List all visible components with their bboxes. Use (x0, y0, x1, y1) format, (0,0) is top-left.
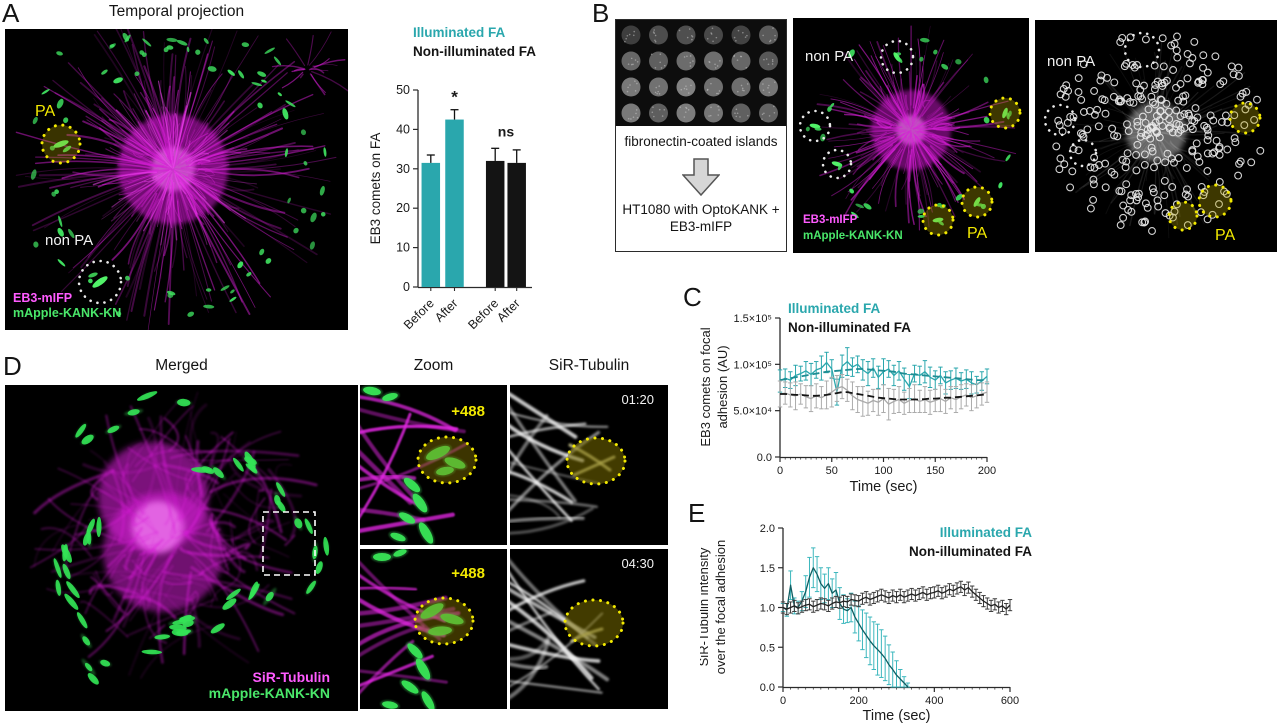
panel-d-sir-tubulin-image-top: 01:20 (510, 385, 668, 545)
legend-illuminated: Illuminated FA (788, 301, 881, 316)
channel-green-label: mApple-KANK-KN (208, 684, 330, 701)
channel-magenta-label: EB3-mIFP (803, 214, 858, 226)
panel-b-detection-art (1043, 31, 1265, 239)
panel-d-merged-art (29, 391, 330, 685)
timestamp-label: 04:30 (621, 556, 654, 571)
panel-e-chart-legend: Illuminated FA Non-illuminated FA (820, 523, 1032, 561)
svg-text:600: 600 (1001, 695, 1019, 707)
svg-text:100: 100 (874, 465, 892, 477)
non-pa-label: non PA (805, 48, 854, 65)
channel-green-label: mApple-KANK-KN (13, 305, 122, 320)
svg-text:EB3 comets on focal: EB3 comets on focal (698, 327, 713, 446)
stimulation-488-label: +488 (451, 403, 485, 420)
svg-text:0: 0 (780, 695, 786, 707)
svg-text:30: 30 (396, 162, 410, 176)
panel-a-bar-chart: 0 10 20 30 40 50 EB3 comets on FA Before After Be… (368, 52, 578, 357)
svg-text:Time (sec): Time (sec) (863, 708, 931, 724)
svg-text:40: 40 (396, 122, 410, 136)
svg-text:0: 0 (403, 280, 410, 294)
panel-a-title: Temporal projection (108, 3, 245, 20)
panel-a-cell-art (15, 29, 348, 330)
panel-d-merged-image: SiR-Tubulin mApple-KANK-KN (5, 385, 358, 711)
svg-text:0.0: 0.0 (757, 452, 772, 464)
svg-text:SiR-Tubulin intensity: SiR-Tubulin intensity (700, 547, 711, 666)
legend-non-illuminated: Non-illuminated FA (788, 320, 911, 335)
sir-bottom-art (510, 558, 625, 700)
non-pa-label: non PA (45, 232, 94, 249)
timestamp-label: 01:20 (621, 392, 654, 407)
svg-text:400: 400 (925, 695, 943, 707)
svg-text:20: 20 (396, 201, 410, 215)
svg-text:over the focal adhesion: over the focal adhesion (713, 540, 728, 674)
svg-text:adhesion (AU): adhesion (AU) (715, 345, 730, 428)
svg-text:200: 200 (849, 695, 867, 707)
svg-text:200: 200 (978, 465, 996, 477)
svg-text:0: 0 (777, 465, 783, 477)
svg-text:1.5×10⁵: 1.5×10⁵ (733, 313, 772, 325)
svg-text:After: After (432, 296, 461, 325)
svg-text:0.5: 0.5 (760, 642, 775, 654)
channel-labels: SiR-Tubulin mApple-KANK-KN (209, 669, 330, 701)
panel-b-cell-image: non PA EB3-mIFP mApple-KANK-KN PA (793, 18, 1029, 253)
channel-labels: EB3-mIFP mApple-KANK-KN (13, 291, 121, 320)
svg-text:50: 50 (396, 83, 410, 97)
down-arrow-icon (682, 158, 720, 196)
panel-d-zoom-image-bottom: +488 (360, 549, 507, 709)
panel-a-microscopy-image: PA non PA EB3-mIFP mApple-KANK-KN (5, 29, 348, 330)
panel-c-chart-legend: Illuminated FA Non-illuminated FA (788, 299, 911, 337)
panel-c-line-chart: 0.0 5.0×10⁴ 1.0×10⁵ 1.5×10⁵ 0 50 100 150 200 EB3 … (690, 295, 1025, 505)
panel-b-flow-diagram: fibronectin-coated islands HT1080 with O… (615, 19, 787, 252)
channel-green-label: mApple-KANK-KN (803, 230, 903, 242)
zoom-bottom-art (360, 549, 475, 709)
svg-text:Time (sec): Time (sec) (850, 479, 918, 495)
svg-text:EB3 comets on FA: EB3 comets on FA (368, 133, 383, 245)
svg-text:0.0: 0.0 (760, 682, 775, 694)
merged-column-title: Merged (155, 357, 208, 374)
flow-arrow (616, 158, 786, 196)
panel-d-letter: D (3, 351, 22, 381)
svg-text:2.0: 2.0 (760, 523, 775, 535)
sir-top-art (510, 392, 627, 535)
channel-magenta-label: EB3-mIFP (13, 291, 73, 306)
legend-non-illuminated: Non-illuminated FA (909, 544, 1032, 559)
panel-e-line-chart: 0.0 0.5 1.0 1.5 2.0 0 200 400 600 SiR-Tubulin int… (696, 505, 1030, 728)
svg-text:1.0: 1.0 (760, 603, 775, 615)
flow-caption-bottom: HT1080 with OptoKANK + EB3-mIFP (622, 201, 780, 234)
pa-label: PA (1215, 227, 1236, 244)
svg-text:5.0×10⁴: 5.0×10⁴ (733, 406, 772, 418)
svg-text:10: 10 (396, 241, 410, 255)
channel-magenta-label: SiR-Tubulin (252, 668, 331, 685)
panel-b-letter: B (592, 0, 610, 28)
svg-text:After: After (494, 296, 523, 325)
svg-text:1.0×10⁵: 1.0×10⁵ (733, 359, 772, 371)
panel-b-cell-art (798, 25, 1022, 237)
svg-text:50: 50 (826, 465, 838, 477)
svg-text:1.5: 1.5 (760, 563, 775, 575)
svg-text:150: 150 (926, 465, 944, 477)
svg-text:ns: ns (498, 123, 515, 139)
pa-label: PA (35, 103, 56, 120)
legend-illuminated: Illuminated FA (939, 525, 1032, 540)
panel-a-chart-legend: Illuminated FA Non-illuminated FA (413, 23, 536, 61)
sir-tubulin-column-title: SiR-Tubulin (548, 357, 630, 374)
panel-d-sir-tubulin-image-bottom: 04:30 (510, 549, 668, 709)
fibronectin-islands-image (616, 20, 786, 126)
panel-a-letter: A (2, 0, 20, 28)
panel-e-letter: E (688, 498, 706, 528)
flow-caption-top: fibronectin-coated islands (624, 134, 778, 149)
zoom-column-title: Zoom (413, 357, 454, 374)
svg-text:*: * (451, 88, 458, 107)
non-pa-label: non PA (1047, 53, 1096, 70)
pa-label: PA (967, 225, 988, 242)
stimulation-488-label: +488 (451, 565, 485, 582)
legend-illuminated: Illuminated FA (413, 25, 506, 40)
panel-c-letter: C (683, 282, 702, 312)
panel-d-zoom-image-top: +488 (360, 385, 507, 545)
panel-b-detection-image: non PA PA (1035, 20, 1277, 252)
zoom-top-art (360, 385, 478, 545)
legend-non-illuminated: Non-illuminated FA (413, 44, 536, 59)
